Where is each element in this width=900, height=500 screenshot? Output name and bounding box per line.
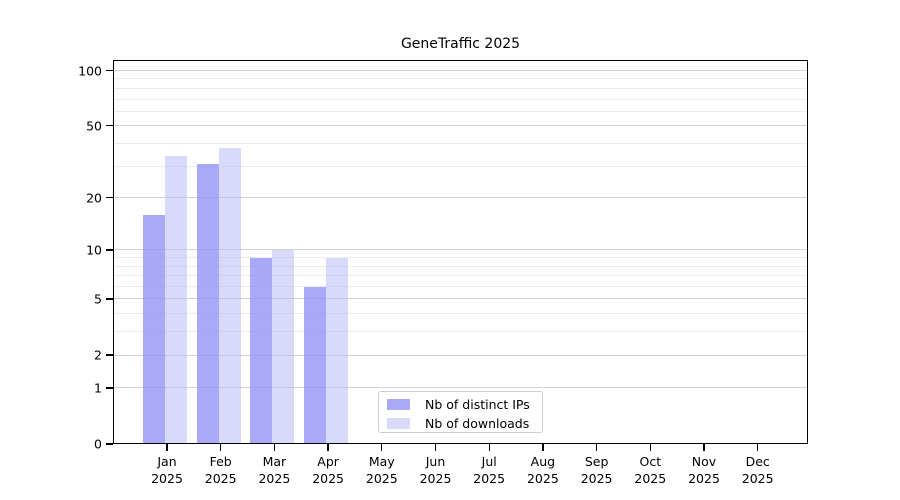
y-tick-mark-10	[106, 249, 113, 251]
bar-nb-of-downloads-mar	[272, 249, 295, 444]
y-tick-mark-1	[106, 387, 113, 389]
x-tick-mark-may	[381, 444, 383, 451]
minor-gridline-60	[113, 110, 808, 112]
x-tick-label-jun: Jun 2025	[419, 454, 452, 486]
y-tick-label-20: 20	[86, 190, 102, 206]
bar-nb-of-distinct-ips-jan	[143, 214, 165, 444]
legend-item-nb-of-distinct-ips: Nb of distinct IPs	[379, 396, 542, 413]
x-tick-mark-dec	[757, 444, 759, 451]
bar-nb-of-downloads-feb	[218, 147, 241, 444]
y-tick-label-1: 1	[94, 380, 102, 396]
minor-gridline-9	[113, 257, 808, 259]
legend-label-nb-of-distinct-ips: Nb of distinct IPs	[425, 397, 530, 412]
x-tick-mark-aug	[542, 444, 544, 451]
x-tick-mark-feb	[220, 444, 222, 451]
x-tick-mark-oct	[649, 444, 651, 451]
minor-gridline-40	[113, 142, 808, 144]
x-tick-label-mar: Mar 2025	[258, 454, 291, 486]
minor-gridline-30	[113, 165, 808, 167]
x-tick-label-nov: Nov 2025	[688, 454, 720, 486]
minor-gridline-7	[113, 275, 808, 277]
y-tick-mark-2	[106, 354, 113, 356]
minor-gridline-70	[113, 98, 808, 100]
y-tick-label-2: 2	[94, 347, 102, 363]
minor-gridline-4	[113, 313, 808, 315]
bar-nb-of-downloads-jan	[165, 156, 187, 444]
legend-label-nb-of-downloads: Nb of downloads	[425, 416, 530, 431]
legend-box: Nb of distinct IPs Nb of downloads	[378, 391, 543, 433]
y-tick-mark-50	[106, 125, 113, 127]
y-tick-label-5: 5	[94, 291, 102, 307]
major-gridline-20	[113, 197, 808, 199]
bar-nb-of-distinct-ips-feb	[196, 163, 219, 444]
bar-nb-of-downloads-apr	[326, 257, 349, 444]
major-gridline-5	[113, 298, 808, 300]
minor-gridline-6	[113, 286, 808, 288]
x-tick-mark-mar	[273, 444, 276, 451]
legend-item-nb-of-downloads: Nb of downloads	[379, 415, 542, 432]
x-tick-mark-jul	[488, 444, 490, 451]
legend-swatch-nb-of-downloads	[387, 418, 410, 429]
major-gridline-1	[113, 387, 808, 389]
y-tick-label-10: 10	[86, 242, 102, 258]
y-tick-mark-5	[106, 298, 113, 300]
plot-area: 0 1 2 5 10 20 50 100 Jan 2025 Feb 2025 Mar 2025 Apr…	[78, 60, 808, 486]
major-gridline-10	[113, 249, 808, 251]
legend-swatch-nb-of-distinct-ips	[387, 399, 410, 410]
major-gridline-50	[113, 125, 808, 127]
x-tick-label-aug: Aug 2025	[526, 454, 559, 486]
y-tick-label-50: 50	[86, 118, 102, 134]
y-tick-label-100: 100	[78, 63, 102, 78]
y-tick-mark-0	[106, 443, 113, 445]
x-tick-label-oct: Oct 2025	[634, 454, 667, 486]
x-tick-mark-jan	[166, 444, 168, 451]
x-tick-label-dec: Dec 2025	[741, 454, 774, 486]
x-tick-label-apr: Apr 2025	[312, 454, 344, 486]
bar-nb-of-distinct-ips-mar	[250, 257, 273, 444]
x-tick-label-jul: Jul 2025	[473, 454, 506, 486]
bar-nb-of-distinct-ips-apr	[304, 286, 327, 444]
x-tick-mark-nov	[703, 444, 705, 451]
major-gridline-100	[113, 70, 808, 71]
minor-gridline-3	[113, 331, 808, 333]
minor-gridline-80	[113, 87, 808, 89]
x-tick-mark-sep	[595, 444, 598, 451]
y-tick-label-0: 0	[94, 436, 102, 452]
y-tick-mark-100	[106, 69, 113, 72]
chart-title: GeneTraffic 2025	[400, 36, 521, 52]
minor-gridline-8	[113, 265, 808, 267]
x-tick-mark-jun	[434, 444, 437, 451]
x-tick-label-feb: Feb 2025	[204, 454, 237, 486]
x-tick-label-sep: Sep 2025	[580, 454, 613, 486]
y-tick-mark-20	[106, 196, 113, 199]
x-tick-label-jan: Jan 2025	[151, 454, 183, 486]
x-tick-mark-apr	[327, 444, 329, 451]
major-gridline-2	[113, 354, 808, 356]
x-tick-label-may: May 2025	[365, 454, 398, 486]
minor-gridline-90	[113, 78, 808, 80]
